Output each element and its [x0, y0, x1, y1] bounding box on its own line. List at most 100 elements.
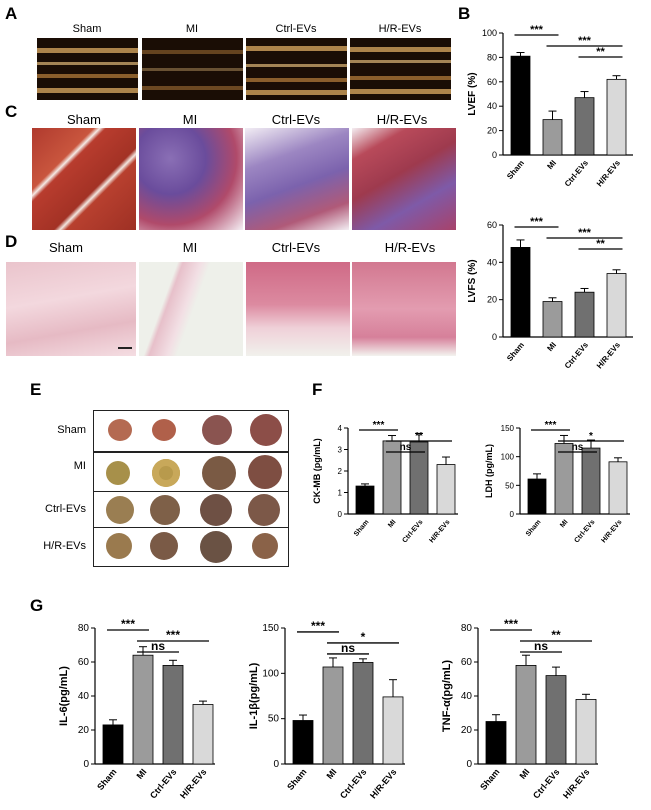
x-tick-label: H/R-EVs	[600, 519, 623, 545]
y-tick-label: 2	[338, 467, 343, 476]
panel-letter-f: F	[312, 380, 323, 399]
y-axis-label: IL-6(pg/mL)	[58, 666, 70, 726]
x-tick-label: Sham	[478, 767, 501, 792]
panel-letter-a: A	[5, 4, 18, 23]
y-tick-label: 150	[262, 623, 279, 634]
ttc-row-label-mi: MI	[73, 460, 86, 472]
significance-label: **	[415, 431, 423, 442]
y-tick-label: 60	[461, 657, 473, 668]
panel-letter-c: C	[5, 102, 18, 121]
panel-letter-b: B	[458, 4, 471, 23]
x-tick-label: H/R-EVs	[368, 767, 398, 801]
y-axis-label: LVFS (%)	[467, 259, 478, 302]
y-tick-label: 0	[466, 759, 472, 770]
significance-label: ***	[578, 227, 592, 239]
echo-label-hr: H/R-EVs	[378, 23, 422, 35]
significance-label: ns	[534, 639, 548, 653]
ttc-row-label-sham: Sham	[57, 424, 86, 436]
chart-il1b: 0 50 100 150 IL-1β(pg/mL) Sham MI Ctrl-EVs H/R-E…	[248, 619, 405, 801]
bar-mi	[542, 301, 563, 338]
x-tick-label: H/R-EVs	[595, 340, 623, 370]
y-tick-label: 80	[487, 52, 497, 62]
bar-hrevs	[575, 699, 597, 765]
significance-label: ***	[530, 216, 544, 228]
he-image-ctrl	[246, 262, 350, 356]
y-tick-label: 0	[492, 150, 497, 160]
y-tick-label: 20	[487, 295, 497, 305]
echo-image-sham	[37, 38, 138, 100]
bar-sham	[102, 724, 124, 765]
bar-mi	[554, 443, 574, 515]
y-axis-label: CK-MB (pg/mL)	[312, 438, 322, 503]
x-tick-label: MI	[387, 519, 397, 529]
he-image-sham	[6, 262, 136, 356]
bar-mi	[132, 654, 154, 765]
significance-label: ns	[400, 442, 412, 453]
significance-label: **	[596, 238, 605, 250]
echo-image-hr	[350, 38, 451, 100]
significance-label: ns	[341, 641, 355, 655]
bar-ctrlevs	[409, 441, 429, 515]
x-tick-label: Sham	[285, 767, 308, 792]
masson-image-mi	[139, 128, 243, 230]
significance-label: ***	[504, 617, 518, 631]
significance-label: ns	[572, 442, 584, 453]
x-tick-label: Sham	[95, 767, 118, 792]
masson-label-sham: Sham	[67, 112, 101, 127]
bar-sham	[527, 478, 547, 515]
masson-image-hr	[352, 128, 456, 230]
significance-label: *	[589, 431, 593, 442]
significance-label: ***	[166, 628, 180, 642]
ttc-row-ctrl	[93, 491, 289, 531]
y-tick-label: 20	[487, 126, 497, 136]
x-tick-label: Sham	[353, 519, 371, 538]
y-tick-label: 60	[78, 657, 90, 668]
panel-letter-d: D	[5, 232, 18, 251]
y-tick-label: 150	[501, 424, 515, 433]
he-label-hr: H/R-EVs	[384, 240, 436, 255]
he-image-hr	[352, 262, 456, 356]
x-tick-label: Ctrl-EVs	[573, 519, 596, 545]
bar-mi	[542, 119, 563, 156]
x-tick-label: Ctrl-EVs	[563, 158, 591, 188]
x-tick-label: MI	[517, 767, 531, 781]
y-tick-label: 50	[505, 481, 514, 490]
significance-label: ***	[121, 617, 135, 631]
echo-label-ctrl: Ctrl-EVs	[275, 23, 317, 35]
ttc-row-label-ctrl: Ctrl-EVs	[45, 503, 86, 515]
y-tick-label: 0	[83, 759, 89, 770]
echo-label-mi: MI	[185, 23, 199, 35]
significance-label: ***	[311, 619, 325, 633]
bar-ctrlevs	[162, 665, 184, 765]
y-tick-label: 0	[273, 759, 279, 770]
significance-label: ***	[578, 35, 592, 47]
significance-label: *	[361, 630, 366, 644]
bar-ctrlevs	[545, 675, 567, 765]
he-label-ctrl: Ctrl-EVs	[271, 240, 321, 255]
echo-image-mi	[142, 38, 243, 100]
y-tick-label: 1	[338, 489, 343, 498]
ttc-row-hr	[93, 527, 289, 567]
x-tick-label: MI	[545, 341, 558, 354]
significance-label: **	[596, 46, 605, 58]
masson-label-ctrl: Ctrl-EVs	[271, 112, 321, 127]
x-tick-label: Ctrl-EVs	[148, 767, 178, 801]
bar-sham	[510, 247, 531, 338]
y-tick-label: 0	[510, 510, 515, 519]
bar-hrevs	[436, 464, 456, 515]
significance-label: **	[551, 628, 561, 642]
x-tick-label: H/R-EVs	[561, 767, 591, 801]
bar-ctrlevs	[574, 291, 595, 338]
bar-ctrlevs	[581, 447, 601, 515]
bar-hrevs	[606, 78, 627, 156]
y-tick-label: 60	[487, 220, 497, 230]
significance-label: ***	[530, 24, 544, 36]
significance-label: ns	[151, 639, 165, 653]
y-tick-label: 40	[487, 257, 497, 267]
ttc-row-label-hr: H/R-EVs	[43, 540, 86, 552]
ttc-row-mi	[93, 452, 289, 494]
panel-letter-e: E	[30, 380, 42, 399]
he-label-sham: Sham	[49, 240, 83, 255]
y-tick-label: 4	[338, 424, 343, 433]
y-tick-label: 100	[482, 28, 497, 38]
